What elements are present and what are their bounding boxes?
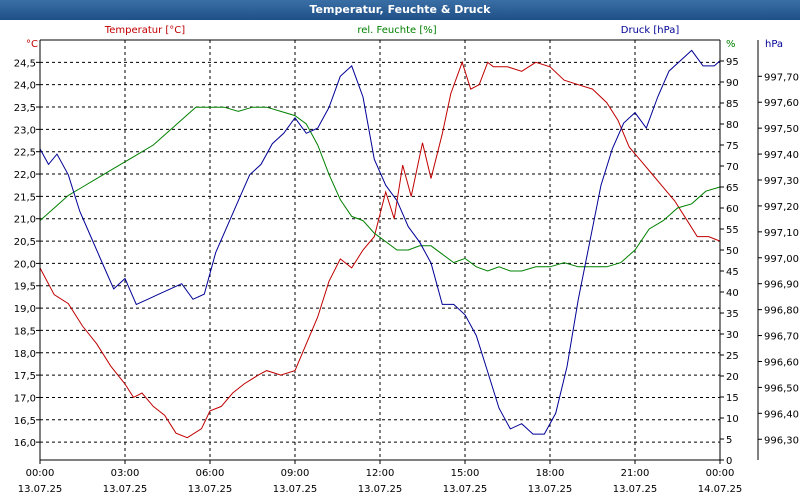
right-tick-label: 997,70 — [764, 72, 799, 83]
right-tick-label: 996,60 — [764, 357, 799, 368]
legend-pressure: Druck [hPa] — [621, 25, 680, 36]
right-tick-label: 996,90 — [764, 280, 799, 291]
left-tick-label: 16,5 — [14, 416, 36, 427]
mid-tick-label: 60 — [726, 204, 739, 215]
right-tick-label: 997,20 — [764, 202, 799, 213]
x-tick-date: 14.07.25 — [698, 484, 743, 495]
pressure-line — [39, 49, 721, 435]
x-tick-date: 13.07.25 — [443, 484, 488, 495]
temperature-line — [39, 60, 721, 439]
right-tick-label: 997,30 — [764, 176, 799, 187]
right-tick-label: 997,40 — [764, 150, 799, 161]
left-tick-label: 19,0 — [14, 304, 36, 315]
left-tick-label: 23,5 — [14, 103, 36, 114]
mid-tick-label: 80 — [726, 120, 739, 131]
mid-tick-label: 55 — [726, 225, 739, 236]
legend-humidity: rel. Feuchte [%] — [357, 25, 436, 36]
mid-tick-label: 75 — [726, 141, 739, 152]
mid-tick-label: 85 — [726, 99, 739, 110]
chart: 16,0 16,5 17,0 17,5 18,0 18,5 19,0 19,5 20,0 20,5… — [0, 20, 800, 500]
left-tick-label: 20,5 — [14, 237, 36, 248]
x-tick-date: 13.07.25 — [188, 484, 233, 495]
left-tick-label: 22,5 — [14, 148, 36, 159]
left-tick-label: 20,0 — [14, 259, 36, 270]
mid-tick-label: 65 — [726, 183, 739, 194]
left-tick-label: 23,0 — [14, 125, 36, 136]
x-tick-date: 13.07.25 — [528, 484, 573, 495]
left-tick-label: 24,5 — [14, 58, 36, 69]
mid-tick-label: 5 — [726, 435, 732, 446]
mid-tick-label: 10 — [726, 414, 739, 425]
right-tick-label: 997,50 — [764, 124, 799, 135]
right-axis-ticks: 996,30 996,40 996,50 996,60 996,70 996,80 996,… — [757, 40, 799, 460]
left-tick-label: 17,5 — [14, 371, 36, 382]
mid-tick-label: 20 — [726, 372, 739, 383]
legend-temperature: Temperatur [°C] — [104, 25, 185, 36]
right-tick-label: 996,30 — [764, 435, 799, 446]
x-tick-time: 09:00 — [281, 468, 310, 479]
mid-tick-label: 45 — [726, 267, 739, 278]
mid-tick-label: 35 — [726, 309, 739, 320]
mid-tick-label: 70 — [726, 162, 739, 173]
right-tick-label: 997,00 — [764, 254, 799, 265]
x-tick-time: 00:00 — [26, 468, 55, 479]
x-tick-time: 18:00 — [536, 468, 565, 479]
right-tick-label: 996,70 — [764, 332, 799, 343]
left-axis-ticks: 16,0 16,5 17,0 17,5 18,0 18,5 19,0 19,5 20,0 20,5… — [14, 58, 40, 449]
window-title: Temperatur, Feuchte & Druck — [309, 3, 491, 16]
left-tick-label: 17,0 — [14, 393, 36, 404]
title-bar: Temperatur, Feuchte & Druck — [0, 0, 800, 21]
x-tick-time: 15:00 — [451, 468, 480, 479]
left-tick-label: 24,0 — [14, 81, 36, 92]
x-tick-date: 13.07.25 — [358, 484, 403, 495]
left-tick-label: 18,0 — [14, 349, 36, 360]
x-tick-time: 12:00 — [366, 468, 395, 479]
x-tick-date: 13.07.25 — [273, 484, 318, 495]
plot-background — [0, 20, 800, 500]
mid-axis-ticks: 0 5 10 15 20 25 30 35 40 45 50 55 60 65 70 75 80 85 90 95 — [720, 57, 739, 467]
x-tick-time: 00:00 — [706, 468, 735, 479]
x-tick-time: 06:00 — [196, 468, 225, 479]
mid-tick-label: 95 — [726, 57, 739, 68]
left-tick-label: 22,0 — [14, 170, 36, 181]
mid-tick-label: 0 — [726, 456, 732, 467]
x-tick-time: 21:00 — [621, 468, 650, 479]
right-tick-label: 997,10 — [764, 228, 799, 239]
left-tick-label: 16,0 — [14, 438, 36, 449]
left-tick-label: 18,5 — [14, 326, 36, 337]
series-lines — [39, 49, 721, 439]
mid-tick-label: 30 — [726, 330, 739, 341]
right-tick-label: 996,80 — [764, 306, 799, 317]
mid-tick-label: 25 — [726, 351, 739, 362]
left-tick-label: 21,0 — [14, 215, 36, 226]
mid-axis-unit: % — [726, 39, 736, 50]
left-axis-unit: °C — [26, 39, 38, 50]
x-tick-date: 13.07.25 — [103, 484, 148, 495]
x-axis-ticks: 00:00 13.07.25 03:00 13.07.25 06:00 13.07.25 0… — [18, 460, 743, 495]
x-tick-time: 03:00 — [111, 468, 140, 479]
right-tick-label: 997,60 — [764, 98, 799, 109]
x-tick-date: 13.07.25 — [18, 484, 63, 495]
left-tick-label: 19,5 — [14, 282, 36, 293]
right-axis-unit: hPa — [765, 39, 783, 50]
mid-tick-label: 40 — [726, 288, 739, 299]
mid-tick-label: 15 — [726, 393, 739, 404]
x-tick-date: 13.07.25 — [613, 484, 658, 495]
mid-tick-label: 50 — [726, 246, 739, 257]
mid-tick-label: 90 — [726, 78, 739, 89]
right-tick-label: 996,50 — [764, 383, 799, 394]
humidity-line — [39, 106, 721, 272]
left-tick-label: 21,5 — [14, 192, 36, 203]
right-tick-label: 996,40 — [764, 409, 799, 420]
